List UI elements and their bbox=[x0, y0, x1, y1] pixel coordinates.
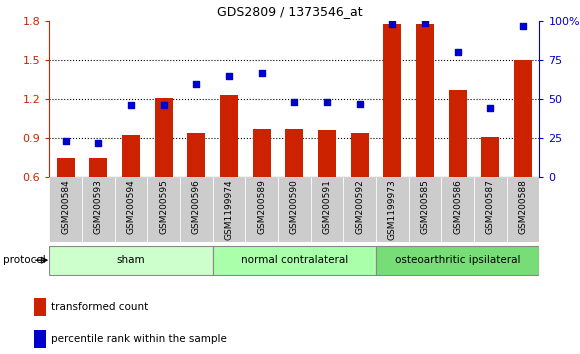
Text: GSM200593: GSM200593 bbox=[94, 179, 103, 234]
Point bbox=[420, 20, 430, 25]
Bar bbox=[481, 137, 499, 177]
Point bbox=[322, 99, 332, 105]
Text: transformed count: transformed count bbox=[52, 302, 148, 312]
Bar bbox=[318, 130, 336, 177]
Point bbox=[159, 103, 168, 108]
Bar bbox=[285, 129, 303, 177]
Bar bbox=[49, 177, 82, 242]
Text: sham: sham bbox=[117, 255, 146, 264]
Bar bbox=[245, 177, 278, 242]
Text: normal contralateral: normal contralateral bbox=[241, 255, 348, 264]
Point bbox=[61, 138, 70, 144]
Point bbox=[126, 103, 136, 108]
Bar bbox=[89, 158, 107, 177]
FancyBboxPatch shape bbox=[213, 246, 376, 275]
Text: percentile rank within the sample: percentile rank within the sample bbox=[52, 334, 227, 344]
Point bbox=[485, 105, 495, 111]
Text: GSM200588: GSM200588 bbox=[519, 179, 528, 234]
Bar bbox=[278, 177, 311, 242]
Text: GSM200586: GSM200586 bbox=[453, 179, 462, 234]
Text: GDS2809 / 1373546_at: GDS2809 / 1373546_at bbox=[217, 5, 363, 18]
Bar bbox=[82, 177, 115, 242]
Bar bbox=[311, 177, 343, 242]
FancyBboxPatch shape bbox=[49, 246, 213, 275]
Text: GSM200594: GSM200594 bbox=[126, 179, 136, 234]
Bar bbox=[155, 98, 173, 177]
Bar bbox=[213, 177, 245, 242]
Bar bbox=[57, 158, 75, 177]
Bar bbox=[474, 177, 507, 242]
Bar bbox=[376, 177, 409, 242]
Text: GSM200589: GSM200589 bbox=[257, 179, 266, 234]
Point bbox=[387, 22, 397, 27]
Bar bbox=[514, 60, 532, 177]
Point bbox=[519, 23, 528, 29]
Bar bbox=[253, 129, 271, 177]
Bar bbox=[351, 133, 369, 177]
Bar bbox=[416, 24, 434, 177]
Bar bbox=[34, 330, 46, 348]
FancyBboxPatch shape bbox=[376, 246, 539, 275]
Bar bbox=[34, 298, 46, 316]
Point bbox=[355, 101, 364, 107]
Bar bbox=[409, 177, 441, 242]
Text: GSM200587: GSM200587 bbox=[486, 179, 495, 234]
Text: GSM200592: GSM200592 bbox=[355, 179, 364, 234]
Bar bbox=[220, 95, 238, 177]
Bar bbox=[122, 136, 140, 177]
Text: GSM200591: GSM200591 bbox=[322, 179, 332, 234]
Bar bbox=[507, 177, 539, 242]
Text: GSM200585: GSM200585 bbox=[420, 179, 430, 234]
Bar bbox=[115, 177, 147, 242]
Point bbox=[224, 73, 234, 79]
Bar bbox=[441, 177, 474, 242]
Text: GSM200590: GSM200590 bbox=[290, 179, 299, 234]
Point bbox=[257, 70, 266, 75]
Point bbox=[289, 99, 299, 105]
Text: protocol: protocol bbox=[3, 255, 46, 265]
Bar bbox=[187, 133, 205, 177]
Point bbox=[191, 81, 201, 86]
Text: osteoarthritic ipsilateral: osteoarthritic ipsilateral bbox=[395, 255, 520, 264]
Bar bbox=[180, 177, 213, 242]
Text: GSM1199974: GSM1199974 bbox=[224, 179, 234, 240]
Point bbox=[453, 50, 462, 55]
Bar bbox=[383, 24, 401, 177]
Text: GSM200596: GSM200596 bbox=[192, 179, 201, 234]
Text: GSM200584: GSM200584 bbox=[61, 179, 70, 234]
Text: GSM1199973: GSM1199973 bbox=[388, 179, 397, 240]
Bar bbox=[449, 90, 467, 177]
Bar bbox=[343, 177, 376, 242]
Text: GSM200595: GSM200595 bbox=[159, 179, 168, 234]
Point bbox=[94, 140, 103, 145]
Bar bbox=[147, 177, 180, 242]
